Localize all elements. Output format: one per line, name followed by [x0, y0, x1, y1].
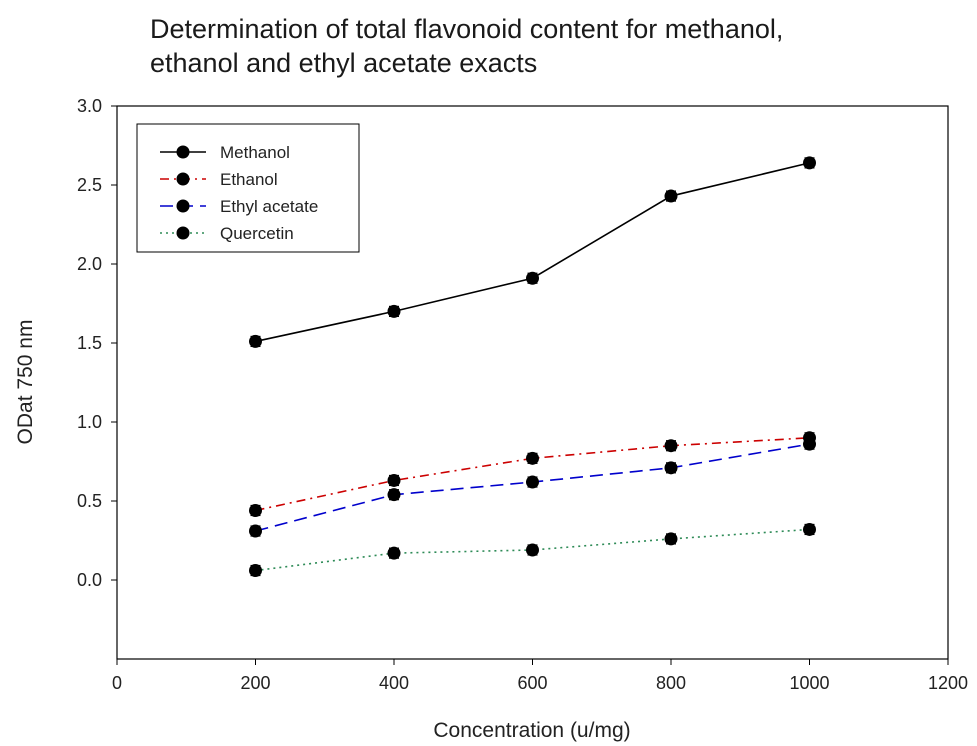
- data-point-methanol: [249, 334, 262, 348]
- y-tick-label: 2.0: [77, 254, 102, 274]
- y-tick-label: 0.0: [77, 570, 102, 590]
- x-tick-label: 200: [240, 673, 270, 693]
- legend-marker-ethanol: [176, 172, 190, 186]
- x-axis-title: Concentration (u/mg): [433, 719, 630, 742]
- y-tick-label: 0.5: [77, 491, 102, 511]
- legend-label-ethanol: Ethanol: [220, 170, 278, 189]
- series-methanol: [249, 156, 816, 348]
- series-ethyl-acetate: [249, 437, 816, 538]
- y-tick-label: 1.5: [77, 333, 102, 353]
- data-point-ethyl-acetate: [803, 437, 816, 451]
- chart-title: Determination of total flavonoid content…: [150, 12, 950, 80]
- data-point-quercetin: [664, 532, 678, 546]
- data-point-ethanol: [526, 451, 539, 465]
- data-point-methanol: [526, 271, 539, 285]
- y-tick-label: 2.5: [77, 175, 102, 195]
- axis-ticks: 0 200 400 600 800 1000 1200 0.0 0.5 1.0 1.5 2.0 2.5 3…: [77, 96, 968, 693]
- series-line-quercetin: [255, 528, 810, 572]
- x-tick-label: 1200: [928, 673, 968, 693]
- data-point-methanol: [387, 304, 401, 318]
- data-point-quercetin: [387, 546, 401, 560]
- y-axis-title: ODat 750 nm: [14, 320, 37, 445]
- x-tick-label: 1000: [789, 673, 829, 693]
- data-point-ethyl-acetate: [526, 475, 539, 489]
- legend-label-ethyl-acetate: Ethyl acetate: [220, 197, 318, 216]
- legend-label-methanol: Methanol: [220, 143, 290, 162]
- legend-marker-quercetin: [176, 226, 190, 240]
- data-point-methanol: [803, 156, 816, 170]
- data-point-quercetin: [249, 564, 262, 578]
- y-tick-label: 3.0: [77, 96, 102, 116]
- data-point-quercetin: [526, 543, 539, 557]
- legend-label-quercetin: Quercetin: [220, 224, 294, 243]
- data-point-ethyl-acetate: [249, 524, 262, 538]
- data-point-quercetin: [803, 522, 816, 536]
- x-tick-label: 600: [517, 673, 547, 693]
- series-line-ethanol: [255, 437, 810, 512]
- data-point-ethanol: [249, 503, 262, 517]
- data-point-ethanol: [664, 439, 678, 453]
- series-quercetin: [249, 522, 816, 578]
- data-point-ethyl-acetate: [387, 488, 401, 502]
- data-point-ethanol: [387, 473, 401, 487]
- series-ethanol: [249, 431, 816, 517]
- x-tick-label: 400: [379, 673, 409, 693]
- legend-marker-ethyl-acetate: [176, 199, 190, 213]
- chart-title-line-2: ethanol and ethyl acetate exacts: [150, 48, 538, 78]
- y-tick-label: 1.0: [77, 412, 102, 432]
- series-layer: [249, 156, 816, 578]
- x-tick-label: 0: [112, 673, 122, 693]
- data-point-methanol: [664, 189, 678, 203]
- chart-title-line-1: Determination of total flavonoid content…: [150, 14, 784, 44]
- legend-box: [136, 123, 360, 253]
- legend: Methanol Ethanol Ethyl acetate Quercetin: [136, 123, 360, 253]
- legend-marker-methanol: [176, 145, 190, 159]
- data-point-ethyl-acetate: [664, 461, 678, 475]
- x-tick-label: 800: [656, 673, 686, 693]
